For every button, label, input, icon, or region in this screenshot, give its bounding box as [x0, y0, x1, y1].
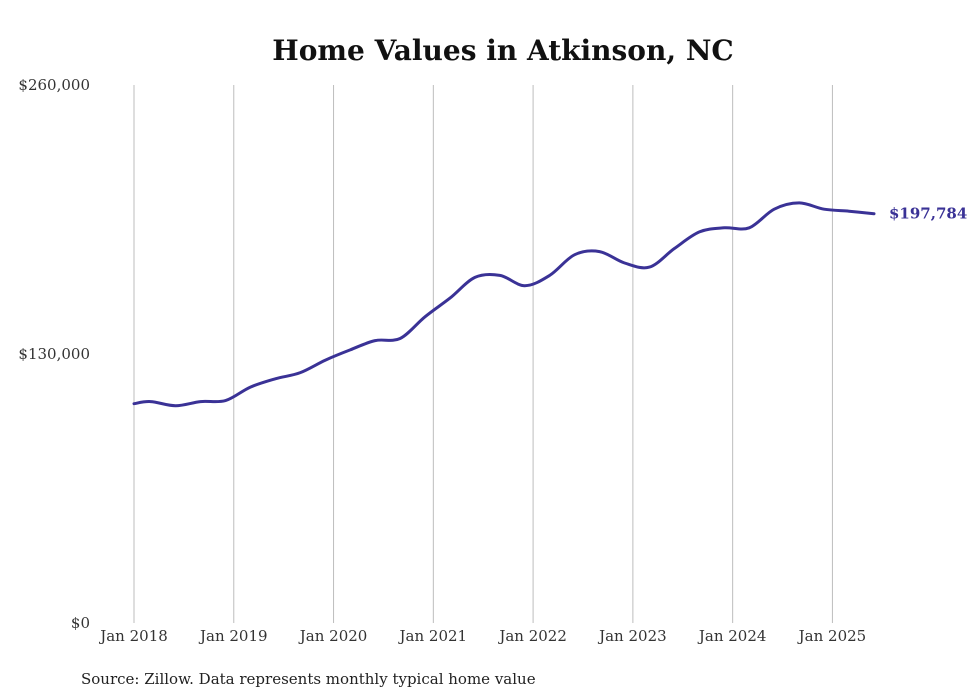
y-tick-label: $0 [71, 614, 90, 632]
x-tick-label: Jan 2022 [497, 627, 567, 645]
x-axis-ticks: Jan 2018 Jan 2019 Jan 2020 Jan 2021 Jan 2022… [98, 627, 866, 645]
x-tick-label: Jan 2024 [697, 627, 767, 645]
end-value-label: $197,784 [889, 205, 967, 223]
chart-title: Home Values in Atkinson, NC [272, 34, 733, 67]
x-tick-label: Jan 2018 [98, 627, 168, 645]
x-tick-label: Jan 2021 [398, 627, 468, 645]
source-note: Source: Zillow. Data represents monthly … [81, 670, 536, 688]
y-tick-label: $130,000 [18, 345, 90, 363]
home-value-line [132, 201, 876, 408]
gridlines [133, 85, 833, 623]
y-axis-ticks: $0 $130,000 $260,000 [18, 76, 90, 632]
x-tick-label: Jan 2023 [597, 627, 667, 645]
x-tick-label: Jan 2019 [198, 627, 268, 645]
x-tick-label: Jan 2025 [797, 627, 867, 645]
x-tick-label: Jan 2020 [298, 627, 368, 645]
y-tick-label: $260,000 [18, 76, 90, 94]
